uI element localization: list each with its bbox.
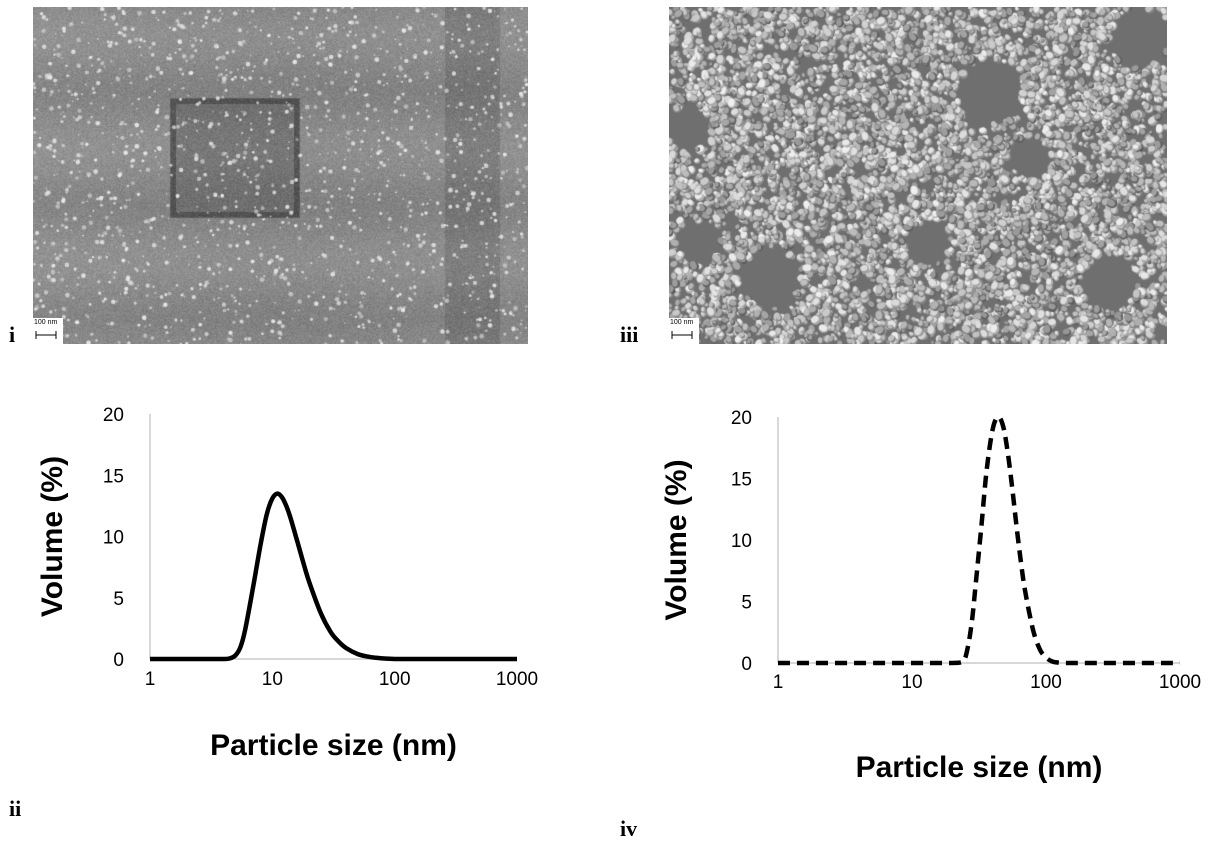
scale-bar-icon-iii — [671, 331, 693, 339]
y-tick-label: 20 — [103, 405, 124, 426]
x-tick-label: 10 — [901, 672, 922, 693]
y-tick-label: 0 — [741, 654, 752, 675]
scale-bar-label-i: 100 nm — [34, 319, 58, 326]
y-tick-label: 5 — [113, 589, 124, 610]
chart-ii: 0 5 10 15 20 1 10 100 1000 Particle size (nm) Volu… — [0, 380, 580, 800]
panel-label-iv: iv — [620, 816, 638, 841]
x-tick-label: 1000 — [496, 669, 538, 690]
panel-label-i: i — [9, 322, 16, 347]
chart-iv: 0 5 10 15 20 1 10 100 1000 Particle size (nm) Volu… — [620, 380, 1210, 800]
x-tick-label: 100 — [1030, 672, 1062, 693]
series-line — [777, 414, 1180, 666]
y-tick-label: 15 — [731, 470, 752, 491]
y-tick-label: 10 — [731, 531, 752, 552]
y-axis-label: Volume (%) — [660, 459, 693, 620]
scale-bar-label-iii: 100 nm — [670, 319, 694, 326]
sem-image-iii: 100 nm — [669, 7, 1167, 344]
x-axis-label: Particle size (nm) — [210, 729, 457, 762]
chart-svg-iv: 0 5 10 15 20 1 10 100 1000 Particle size (nm) Volu… — [660, 408, 1201, 784]
y-tick-label: 10 — [103, 528, 124, 549]
sem-micrograph-iii — [669, 7, 1167, 344]
y-tick-label: 20 — [731, 408, 752, 429]
y-tick-label: 15 — [103, 466, 124, 487]
x-tick-label: 1000 — [1159, 672, 1201, 693]
scale-bar-icon-i — [35, 331, 57, 339]
chart-svg-ii: 0 5 10 15 20 1 10 100 1000 Particle size (nm) Volu… — [36, 405, 538, 762]
x-axis-label: Particle size (nm) — [856, 751, 1103, 784]
scale-bar-iii: 100 nm — [669, 318, 699, 344]
panel-label-ii: ii — [9, 796, 22, 821]
y-tick-label: 5 — [741, 593, 752, 614]
sem-image-i: 100 nm — [33, 7, 528, 344]
series-line — [150, 491, 517, 662]
y-axis-label: Volume (%) — [36, 456, 69, 617]
y-tick-label: 0 — [113, 650, 124, 671]
panel-label-iii: iii — [620, 322, 639, 347]
x-tick-label: 1 — [773, 672, 784, 693]
sem-micrograph-i — [33, 7, 528, 344]
x-tick-label: 100 — [379, 669, 411, 690]
scale-bar-i: 100 nm — [33, 318, 63, 344]
x-tick-label: 10 — [262, 669, 283, 690]
x-tick-label: 1 — [145, 669, 156, 690]
